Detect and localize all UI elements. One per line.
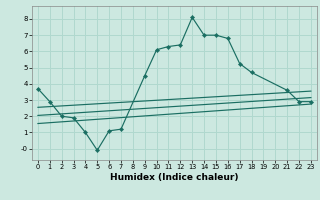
X-axis label: Humidex (Indice chaleur): Humidex (Indice chaleur) <box>110 173 239 182</box>
